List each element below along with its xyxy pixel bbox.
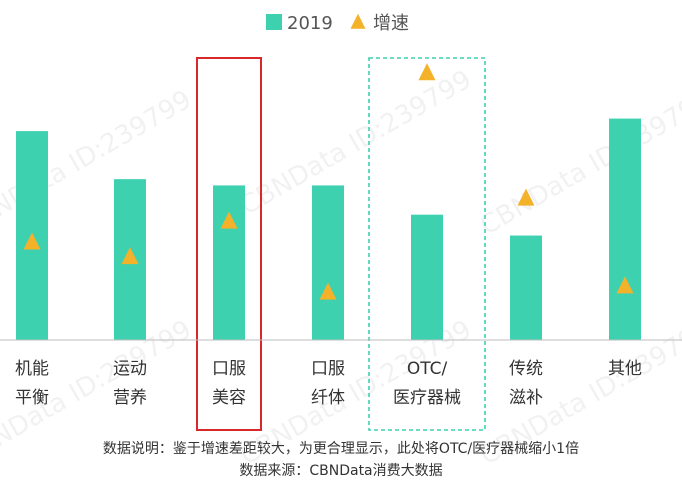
bar — [213, 185, 245, 340]
growth-marker — [23, 232, 41, 250]
category-label: 其他 — [608, 359, 642, 379]
watermark-text: CBNData ID:239799 — [475, 85, 682, 242]
category-label: 运动 — [113, 359, 147, 379]
legend-bar-swatch — [266, 14, 282, 30]
category-label: 滋补 — [509, 388, 543, 408]
category-label: 营养 — [113, 388, 147, 408]
growth-marker — [616, 276, 634, 294]
growth-marker — [418, 63, 436, 81]
footnotes: 数据说明：鉴于增速差距较大，为更合理显示，此处将OTC/医疗器械缩小1倍 数据来… — [103, 441, 579, 479]
footnote-source: 数据来源：CBNData消费大数据 — [239, 463, 442, 479]
category-label: OTC/ — [407, 359, 448, 379]
category-label: 纤体 — [311, 388, 345, 408]
legend-bar-label: 2019 — [287, 13, 333, 34]
growth-marker — [517, 188, 535, 206]
marker-series — [23, 63, 634, 300]
growth-marker — [121, 247, 139, 265]
bar — [510, 235, 542, 340]
bar — [312, 185, 344, 340]
growth-marker — [319, 282, 337, 300]
growth-marker — [220, 211, 238, 229]
category-label: 平衡 — [15, 388, 49, 408]
highlight-box — [368, 57, 486, 431]
highlight-box — [196, 57, 262, 431]
category-label: 医疗器械 — [393, 388, 461, 408]
category-label: 机能 — [15, 359, 49, 379]
bar — [411, 214, 443, 340]
legend-marker-swatch — [350, 13, 366, 29]
category-label: 口服 — [311, 359, 345, 379]
highlight-layer — [196, 57, 486, 431]
category-label: 传统 — [509, 359, 543, 379]
bar — [609, 118, 641, 340]
watermark-text: CBNData ID:239799 — [235, 65, 476, 222]
footnote-explanation: 数据说明：鉴于增速差距较大，为更合理显示，此处将OTC/医疗器械缩小1倍 — [103, 441, 579, 457]
category-label: 口服 — [212, 359, 246, 379]
category-label: 美容 — [212, 388, 246, 408]
legend: 2019 增速 — [266, 13, 409, 34]
legend-marker-label: 增速 — [373, 13, 409, 34]
